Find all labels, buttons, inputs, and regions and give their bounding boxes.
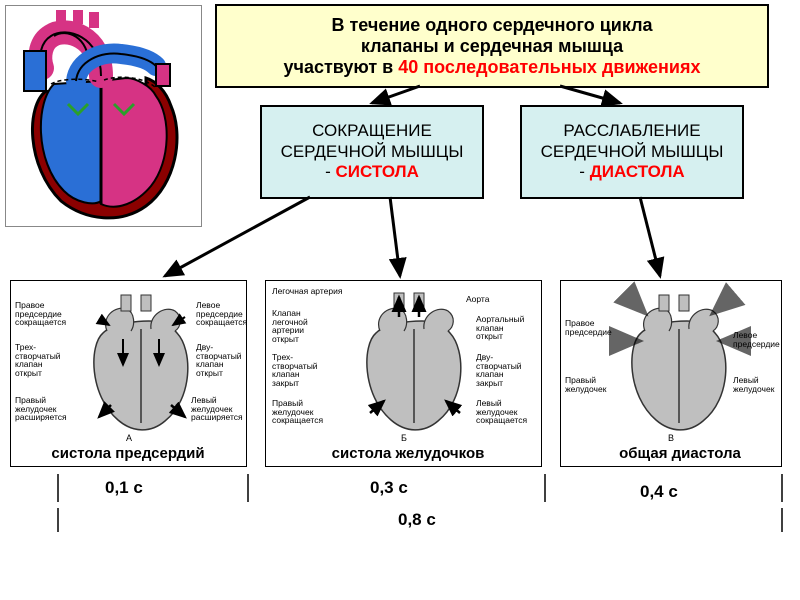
c-la: Левое предсердие bbox=[733, 331, 780, 348]
svg-text:В: В bbox=[668, 433, 674, 443]
c-lv: Левый желудочек bbox=[733, 376, 774, 393]
b-tri: Трех- створчатый клапан закрыт bbox=[272, 353, 318, 387]
cycle-title-box: В течение одного сердечного цикла клапан… bbox=[215, 4, 769, 88]
a-ra: Правое предсердие сокращается bbox=[15, 301, 66, 327]
b-pv: Клапан легочной артерии открыт bbox=[272, 309, 308, 343]
a-tri: Трех- створчатый клапан открыт bbox=[15, 343, 61, 377]
time-a: 0,1 с bbox=[105, 478, 143, 498]
c-ra: Правое предсердие bbox=[565, 319, 612, 336]
b-av: Аортальный клапан открыт bbox=[476, 315, 524, 341]
a-la: Левое предсердие сокращается bbox=[196, 301, 247, 327]
b-pa: Легочная артерия bbox=[272, 287, 342, 296]
time-c: 0,4 с bbox=[640, 482, 678, 502]
systole-name: СИСТОЛА bbox=[336, 162, 419, 181]
diagram-diastole: В Правое предсердие Левое предсердие Пра… bbox=[560, 280, 782, 467]
b-aorta: Аорта bbox=[466, 295, 489, 304]
systole-box: СОКРАЩЕНИЕ СЕРДЕЧНОЙ МЫШЦЫ - СИСТОЛА bbox=[260, 105, 484, 199]
diagram-atrial-systole: А Правое предсердие сокращается Левое пр… bbox=[10, 280, 247, 467]
b-rv: Правый желудочек сокращается bbox=[272, 399, 323, 425]
a-lv: Левый желудочек расширяется bbox=[191, 396, 243, 422]
caption-b: систола желудочков bbox=[308, 445, 508, 462]
a-rv: Правый желудочек расширяется bbox=[15, 396, 67, 422]
c-rv: Правый желудочек bbox=[565, 376, 606, 393]
b-bi: Дву- створчатый клапан закрыт bbox=[476, 353, 522, 387]
caption-a: систола предсердий bbox=[28, 445, 228, 462]
diastole-name-line: - ДИАСТОЛА bbox=[579, 162, 684, 182]
title-line3: участвуют в 40 последовательных движения… bbox=[284, 57, 701, 78]
a-bi: Дву- створчатый клапан открыт bbox=[196, 343, 242, 377]
diagram-ventricular-systole: Б Легочная артерия Аорта Клапан легочной… bbox=[265, 280, 542, 467]
systole-l1: СОКРАЩЕНИЕ bbox=[312, 121, 432, 141]
heart-illustration bbox=[5, 5, 202, 227]
diastole-l1: РАССЛАБЛЕНИЕ bbox=[563, 121, 700, 141]
caption-c: общая диастола bbox=[580, 445, 780, 462]
svg-text:Б: Б bbox=[401, 433, 407, 443]
title-line3a: участвуют в bbox=[284, 57, 399, 77]
time-total: 0,8 с bbox=[398, 510, 436, 530]
diastole-name: ДИАСТОЛА bbox=[590, 162, 685, 181]
systole-name-line: - СИСТОЛА bbox=[325, 162, 419, 182]
b-lv: Левый желудочек сокращается bbox=[476, 399, 527, 425]
time-b: 0,3 с bbox=[370, 478, 408, 498]
svg-text:А: А bbox=[126, 433, 132, 443]
title-line3b: 40 последовательных движениях bbox=[398, 57, 700, 77]
title-line1: В течение одного сердечного цикла bbox=[331, 15, 652, 36]
systole-l2: СЕРДЕЧНОЙ МЫШЦЫ bbox=[281, 142, 464, 162]
title-line2: клапаны и сердечная мышца bbox=[361, 36, 623, 57]
diastole-box: РАССЛАБЛЕНИЕ СЕРДЕЧНОЙ МЫШЦЫ - ДИАСТОЛА bbox=[520, 105, 744, 199]
diastole-l2: СЕРДЕЧНОЙ МЫШЦЫ bbox=[541, 142, 724, 162]
